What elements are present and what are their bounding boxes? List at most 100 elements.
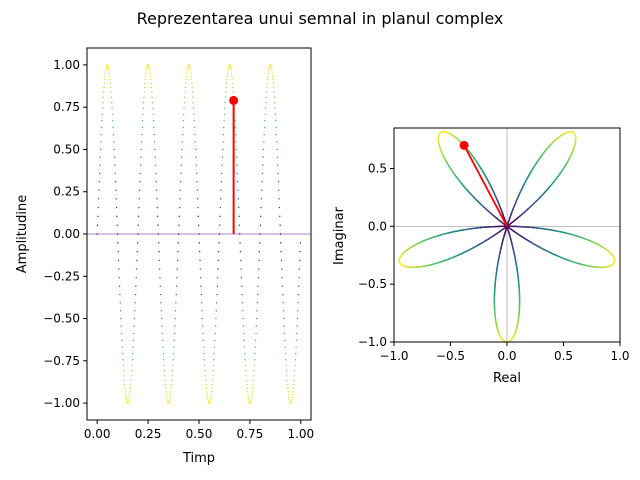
time-domain-signal-point	[177, 233, 180, 235]
time-domain-signal-point	[119, 302, 121, 304]
time-domain-signal-point	[201, 317, 204, 320]
time-domain-signal-point	[186, 67, 189, 70]
time-domain-signal-point	[235, 141, 237, 143]
time-domain-signal-point	[250, 396, 253, 399]
time-domain-signal-point	[97, 206, 99, 209]
complex-plane-curve-segment	[471, 227, 478, 230]
time-domain-signal-point	[249, 401, 252, 403]
time-domain-signal-point	[275, 126, 277, 129]
time-domain-signal-point	[282, 302, 284, 304]
time-domain-signal-point	[206, 394, 208, 396]
complex-plane-curve-segment	[496, 264, 499, 271]
time-domain-signal-point	[145, 72, 147, 74]
time-domain-signal-point	[287, 394, 290, 396]
time-domain-signal-point	[222, 133, 225, 136]
time-domain-signal-point	[104, 75, 106, 77]
complex-plane-curve-segment	[541, 227, 547, 230]
time-domain-signal-point	[165, 387, 167, 390]
complex-plane-ytick-label: 0.0	[368, 219, 387, 233]
time-domain-signal-point	[242, 317, 244, 320]
time-domain-signal-point	[174, 325, 176, 327]
complex-plane-curve-segment	[512, 247, 515, 254]
complex-plane-curve-segment	[520, 235, 527, 240]
time-domain-signal-point	[155, 181, 157, 183]
complex-plane-curve-segment	[514, 255, 517, 262]
time-domain-signal-point	[284, 346, 286, 348]
complex-plane-curve-segment	[467, 227, 473, 230]
time-domain-signal-point	[137, 215, 140, 218]
time-domain-signal-point	[146, 67, 148, 70]
time-domain-ytick-label: −0.50	[43, 312, 80, 326]
time-domain-signal-point	[223, 113, 226, 116]
time-domain-signal-point	[199, 268, 202, 270]
time-domain-signal-point	[171, 370, 174, 372]
time-domain-xtick-label: 0.00	[84, 427, 111, 441]
time-domain-signal-point	[270, 66, 272, 68]
time-domain-signal-point	[212, 375, 214, 377]
time-domain-signal-point	[229, 66, 232, 68]
time-domain-signal-point	[143, 96, 145, 98]
time-domain-signal-point	[97, 215, 99, 218]
time-domain-signal-point	[266, 86, 268, 89]
time-domain-signal-point	[226, 75, 228, 77]
time-domain-signal-point	[193, 113, 195, 116]
time-domain-signal-point	[211, 383, 213, 386]
time-domain-signal-point	[247, 398, 250, 401]
time-domain-signal-point	[262, 164, 264, 166]
time-domain-signal-point	[130, 379, 132, 382]
time-domain-signal-point	[215, 317, 217, 320]
time-domain-signal-point	[299, 242, 302, 244]
time-domain-signal-point	[223, 126, 225, 129]
time-domain-signal-point	[201, 310, 203, 312]
time-domain-signal-point	[101, 120, 103, 122]
complex-plane-curve-segment	[476, 199, 481, 205]
complex-plane-xtick-label: 0.0	[497, 349, 516, 363]
time-domain-signal-point	[286, 383, 289, 386]
time-domain-signal-point	[200, 293, 203, 296]
time-domain-signal-point	[231, 75, 233, 77]
time-domain-signal-point	[124, 391, 127, 393]
time-domain-signal-point	[255, 332, 257, 335]
time-domain-signal-point	[226, 78, 228, 81]
time-domain-signal-point	[189, 67, 191, 70]
time-domain-signal-point	[182, 126, 184, 129]
time-domain-signal-point	[105, 67, 107, 70]
time-domain-signal-point	[173, 332, 176, 335]
time-domain-signal-point	[218, 233, 221, 235]
time-domain-signal-point	[118, 277, 120, 279]
time-domain-signal-point	[131, 364, 133, 367]
time-domain-signal-point	[136, 242, 139, 244]
time-domain-signal-point	[111, 113, 114, 116]
time-domain-signal-point	[265, 91, 268, 93]
time-domain-signal-point	[276, 156, 279, 158]
time-domain-signal-point	[234, 133, 237, 136]
time-domain-signal-point	[160, 317, 163, 320]
time-domain-signal-point	[133, 332, 135, 335]
time-domain-signal-point	[252, 375, 255, 377]
time-domain-signal-point	[210, 391, 213, 393]
time-domain-signal-point	[124, 387, 126, 390]
time-domain-signal-point	[265, 101, 267, 104]
time-domain-signal-point	[156, 206, 158, 209]
time-domain-signal-point	[136, 250, 138, 253]
time-domain-signal-point	[253, 364, 256, 367]
complex-plane-curve-segment	[484, 238, 490, 242]
complex-plane-curve-segment	[524, 238, 530, 242]
time-domain-signal-point	[265, 96, 267, 98]
time-domain-signal-point	[185, 78, 187, 81]
time-domain-signal-point	[244, 364, 247, 367]
complex-plane-curve-segment	[491, 188, 495, 194]
time-domain-signal-point	[202, 332, 204, 335]
time-domain-signal-point	[132, 352, 134, 355]
time-domain-signal-point	[251, 394, 253, 396]
time-domain-signal-point	[103, 82, 106, 85]
time-domain-signal-point	[112, 120, 114, 122]
time-domain-signal-point	[214, 339, 216, 342]
time-domain-signal-point	[134, 310, 136, 312]
time-domain-signal-point	[257, 277, 260, 279]
time-domain-signal-point	[168, 401, 170, 403]
complex-plane-curve-segment	[498, 251, 501, 258]
time-domain-signal-point	[153, 133, 155, 136]
time-domain-signal-point	[138, 189, 141, 191]
time-domain-signal-point	[278, 189, 280, 191]
